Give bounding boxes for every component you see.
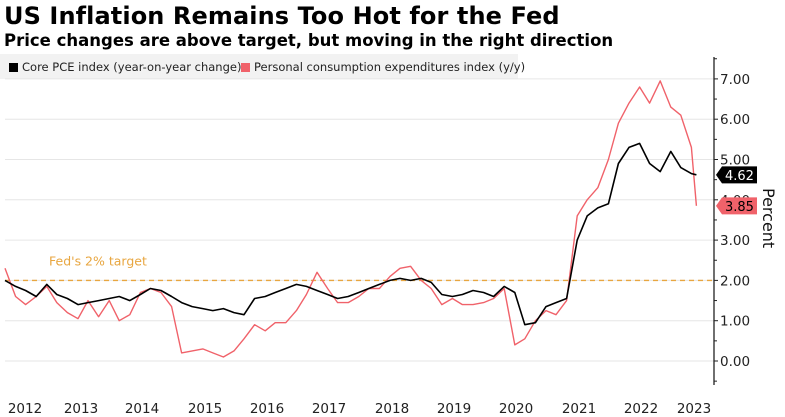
y-tick-label: 7.00: [720, 72, 750, 88]
chart-legend: Core PCE index (year-on-year change) Per…: [0, 54, 525, 79]
x-tick-label: 2020: [499, 401, 533, 417]
y-tick-label: 3.00: [720, 233, 750, 249]
end-value-core-pce: 4.62: [725, 169, 754, 184]
chart-subtitle: Price changes are above target, but movi…: [4, 31, 614, 50]
end-badge-core-pce: [716, 166, 757, 184]
x-tick-label: 2018: [375, 401, 409, 417]
y-axis: 0.001.002.003.004.005.006.007.00: [713, 57, 750, 385]
x-tick-label: 2013: [64, 401, 98, 417]
x-tick-label: 2019: [437, 401, 471, 417]
end-value-pce: 3.85: [725, 200, 754, 215]
target-reference: Fed's 2% target: [5, 253, 714, 282]
series-line-pce: [4, 80, 698, 358]
legend-item-core-pce: Core PCE index (year-on-year change): [9, 60, 241, 74]
y-tick-label: 1.00: [720, 314, 750, 330]
x-tick-label: 2023: [677, 401, 711, 417]
chart-title: US Inflation Remains Too Hot for the Fed: [4, 2, 560, 30]
x-tick-label: 2012: [8, 401, 42, 417]
x-tick-label: 2015: [188, 401, 222, 417]
series-lines: [4, 80, 698, 358]
y-tick-label: 5.00: [720, 153, 750, 169]
target-label: Fed's 2% target: [49, 253, 147, 268]
y-axis-label: Percent: [759, 188, 778, 248]
x-axis: 2012 2013 2014 2015 2016 2017 2018 2019 2020 2021…: [8, 401, 711, 417]
legend-label-pce: Personal consumption expenditures index …: [254, 60, 526, 74]
y-tick-label: 2.00: [720, 273, 750, 289]
series-line-core-pce: [4, 142, 697, 326]
legend-item-pce: Personal consumption expenditures index …: [241, 60, 525, 74]
legend-label-core-pce: Core PCE index (year-on-year change): [22, 60, 242, 74]
y-tick-label: 6.00: [720, 112, 750, 128]
end-badge-pce: [716, 197, 757, 215]
end-value-labels: 4.62 3.85: [716, 166, 757, 215]
x-tick-label: 2016: [250, 401, 284, 417]
legend-swatch-pce: [241, 62, 250, 72]
x-tick-label: 2014: [125, 401, 159, 417]
x-tick-label: 2021: [562, 401, 596, 417]
legend-swatch-core-pce: [9, 62, 18, 72]
gridlines: [5, 78, 714, 362]
x-tick-label: 2017: [312, 401, 346, 417]
y-tick-label: 0.00: [720, 354, 750, 370]
x-tick-label: 2022: [624, 401, 658, 417]
